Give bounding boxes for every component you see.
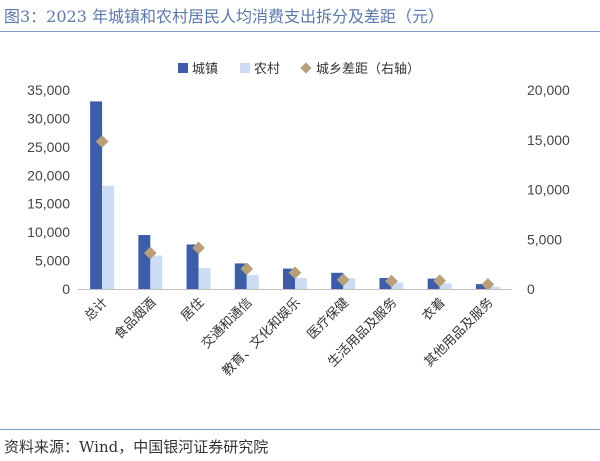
bar-urban (379, 278, 392, 289)
bar-rural (295, 277, 307, 289)
bar-rural (102, 185, 115, 289)
bottom-divider (0, 429, 600, 430)
y-left-tick-label: 25,000 (27, 139, 70, 155)
y-left-tick-label: 15,000 (27, 196, 70, 212)
y-right-tick-label: 5,000 (527, 231, 562, 247)
legend-label-gap: 城乡差距（右轴） (316, 62, 420, 77)
y-left-tick-label: 0 (62, 281, 70, 297)
bar-rural (343, 278, 356, 289)
x-category-label: 居住 (178, 295, 207, 324)
legend-swatch-urban (178, 63, 188, 73)
bar-rural (150, 255, 163, 289)
legend-label-rural: 农村 (254, 62, 280, 77)
bar-rural (198, 268, 211, 289)
bar-urban (186, 244, 199, 289)
y-left-tick-label: 10,000 (27, 224, 70, 240)
top-divider (0, 31, 600, 32)
marker-gap (336, 273, 350, 287)
legend-swatch-gap (300, 62, 312, 74)
marker-gap (143, 246, 157, 260)
bar-rural (439, 283, 452, 289)
bar-rural (391, 282, 404, 289)
bar-rural (487, 286, 500, 289)
source-note: 资料来源：Wind，中国银河证券研究院 (4, 438, 269, 456)
marker-gap (481, 278, 495, 291)
marker-gap (385, 274, 398, 288)
y-right-tick-label: 15,000 (527, 132, 570, 148)
legend-swatch-rural (240, 63, 250, 73)
y-right-tick-label: 10,000 (527, 182, 570, 198)
x-category-label: 食品烟酒 (111, 295, 159, 343)
x-category-label: 衣着 (419, 295, 449, 325)
marker-gap (192, 241, 205, 255)
bar-urban (475, 284, 488, 289)
y-left-tick-label: 35,000 (27, 82, 70, 98)
bar-urban (138, 235, 151, 289)
y-left-tick-label: 30,000 (27, 110, 70, 126)
y-right-tick-label: 20,000 (527, 82, 570, 98)
x-category-label: 总计 (82, 295, 111, 324)
chart-area: 城镇 农村 城乡差距（右轴） 0 5,000 10,000 15,000 20,000 25,0… (27, 62, 570, 379)
marker-gap (95, 135, 109, 148)
x-category-label: 医疗保健 (305, 295, 352, 342)
y-left-tick-label: 5,000 (35, 253, 70, 269)
marker-gap (433, 274, 447, 288)
bar-urban (90, 101, 103, 289)
legend-label-urban: 城镇 (192, 62, 218, 77)
marker-gap (288, 266, 302, 280)
y-left-tick-label: 20,000 (27, 167, 70, 183)
figure-title: 图3：2023 年城镇和农村居民人均消费支出拆分及差距（元） (4, 7, 444, 26)
y-right-tick-label: 0 (527, 281, 535, 297)
marker-gap (240, 262, 254, 276)
bar-urban (427, 278, 440, 289)
bar-rural (246, 274, 259, 289)
